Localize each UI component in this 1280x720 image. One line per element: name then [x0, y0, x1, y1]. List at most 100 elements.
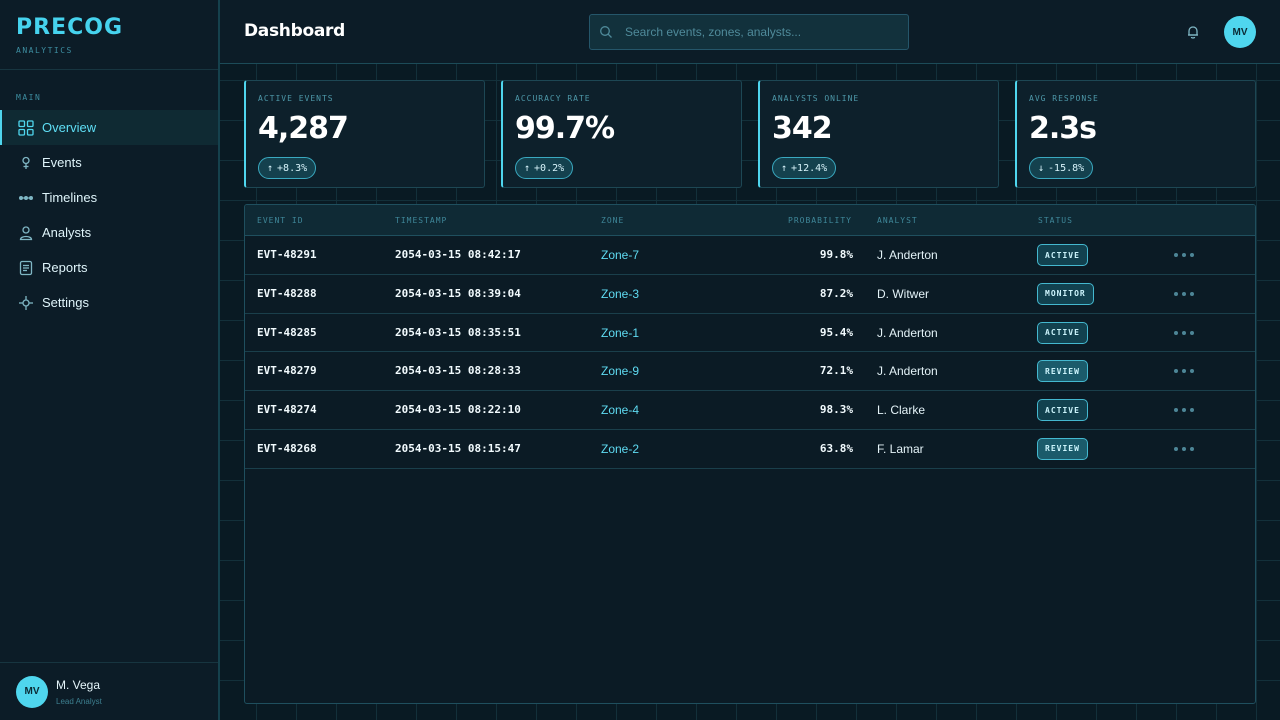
event-id: EVT-48288 [257, 286, 317, 300]
arrow-up-icon: ↑ [781, 162, 788, 174]
stat-card-active-events: ACTIVE EVENTS 4,287 ↑ +8.3% [244, 80, 485, 188]
table-header: EVENT ID TIMESTAMP ZONE PROBABILITY ANAL… [245, 205, 1255, 236]
sidebar-nav: Overview Events Timelines Analysts Repor… [0, 110, 218, 320]
event-analyst: J. Anderton [877, 248, 938, 262]
status-badge: ACTIVE [1037, 244, 1088, 266]
event-zone[interactable]: Zone-9 [601, 364, 640, 379]
arrow-up-icon: ↑ [524, 162, 531, 174]
event-analyst: L. Clarke [877, 403, 926, 418]
sidebar-item-label: Reports [42, 260, 88, 275]
event-id: EVT-48268 [257, 441, 317, 455]
event-analyst: D. Witwer [877, 286, 929, 301]
event-zone[interactable]: Zone-2 [601, 441, 640, 456]
status-badge: ACTIVE [1037, 399, 1088, 422]
status-badge: REVIEW [1037, 360, 1088, 383]
event-zone[interactable]: Zone-3 [601, 286, 640, 301]
table-row[interactable]: EVT-48279 2054-03-15 08:28:33 Zone-9 72.… [245, 352, 1255, 392]
table-row[interactable]: EVT-48291 2054-03-15 08:42:17 Zone-7 99.… [245, 236, 1255, 275]
column-header-zone[interactable]: ZONE [601, 216, 625, 225]
stat-card-accuracy-rate: ACCURACY RATE 99.7% ↑ +0.2% [501, 80, 742, 188]
stat-delta-badge: ↑ +0.2% [515, 157, 574, 179]
nav-section-label: MAIN [16, 93, 42, 102]
table-row[interactable]: EVT-48274 2054-03-15 08:22:10 Zone-4 98.… [245, 391, 1255, 430]
search-input[interactable] [625, 25, 895, 39]
user-name: M. Vega [56, 677, 101, 692]
user-profile[interactable]: MV M. Vega Lead Analyst [0, 662, 218, 720]
stat-label: AVG RESPONSE [1029, 94, 1099, 103]
table-row[interactable]: EVT-48285 2054-03-15 08:35:51 Zone-1 95.… [245, 314, 1255, 353]
search-icon [599, 25, 613, 39]
stat-value: 342 [772, 111, 833, 146]
table-row[interactable]: EVT-48268 2054-03-15 08:15:47 Zone-2 63.… [245, 430, 1255, 469]
event-id: EVT-48291 [257, 248, 317, 261]
brand-logo[interactable]: PRECOG [16, 15, 123, 40]
stat-value: 4,287 [258, 111, 349, 146]
stat-value: 2.3s [1029, 111, 1097, 146]
event-timestamp: 2054-03-15 08:22:10 [395, 403, 521, 417]
more-options-icon[interactable] [1174, 326, 1194, 340]
column-header-analyst[interactable]: ANALYST [877, 216, 918, 225]
event-probability: 63.8% [819, 441, 853, 455]
events-table: EVENT ID TIMESTAMP ZONE PROBABILITY ANAL… [244, 204, 1256, 704]
header-avatar[interactable]: MV [1224, 16, 1256, 48]
search-box[interactable] [589, 14, 909, 50]
event-timestamp: 2054-03-15 08:42:17 [395, 248, 521, 261]
stat-label: ACCURACY RATE [515, 94, 591, 103]
page-title: Dashboard [244, 21, 345, 41]
event-analyst: J. Anderton [877, 364, 938, 379]
event-zone[interactable]: Zone-7 [601, 248, 640, 262]
sidebar-item-events[interactable]: Events [0, 145, 218, 180]
event-timestamp: 2054-03-15 08:39:04 [395, 286, 521, 300]
stat-delta-badge: ↓ -15.8% [1029, 157, 1094, 179]
status-badge: MONITOR [1037, 282, 1094, 305]
sidebar-item-label: Overview [42, 120, 97, 135]
stat-card-analysts-online: ANALYSTS ONLINE 342 ↑ +12.4% [758, 80, 999, 188]
more-options-icon[interactable] [1174, 364, 1194, 378]
event-probability: 72.1% [819, 364, 853, 378]
grid-icon [18, 119, 34, 136]
more-options-icon[interactable] [1174, 442, 1194, 456]
user-icon [18, 225, 34, 241]
event-zone[interactable]: Zone-1 [601, 325, 640, 340]
top-bar: Dashboard MV [220, 0, 1280, 64]
more-options-icon[interactable] [1174, 248, 1194, 262]
stat-value: 99.7% [515, 111, 615, 146]
main-content: ACTIVE EVENTS 4,287 ↑ +8.3% ACCURACY RAT… [220, 64, 1280, 720]
stat-delta-badge: ↑ +8.3% [258, 157, 317, 179]
event-probability: 98.3% [819, 403, 853, 417]
crosshair-icon [18, 295, 34, 311]
event-probability: 95.4% [819, 325, 853, 339]
sidebar-item-timelines[interactable]: Timelines [0, 180, 218, 215]
sidebar-item-overview[interactable]: Overview [0, 110, 218, 145]
status-badge: REVIEW [1037, 437, 1088, 460]
stat-delta: +0.2% [534, 162, 565, 174]
stat-delta: -15.8% [1048, 162, 1085, 174]
timeline-icon [18, 190, 34, 206]
stat-delta: +12.4% [791, 162, 828, 174]
event-analyst: J. Anderton [877, 325, 938, 340]
event-zone[interactable]: Zone-4 [601, 403, 640, 418]
sidebar-item-reports[interactable]: Reports [0, 250, 218, 285]
event-id: EVT-48279 [257, 364, 317, 378]
sidebar-item-analysts[interactable]: Analysts [0, 215, 218, 250]
column-header-status[interactable]: STATUS [1038, 216, 1073, 225]
more-options-icon[interactable] [1174, 403, 1194, 417]
event-timestamp: 2054-03-15 08:28:33 [395, 364, 521, 378]
bell-icon[interactable] [1185, 24, 1201, 40]
sidebar-item-settings[interactable]: Settings [0, 285, 218, 320]
column-header-timestamp[interactable]: TIMESTAMP [395, 216, 448, 225]
stat-delta-badge: ↑ +12.4% [772, 157, 837, 179]
pin-icon [18, 155, 34, 171]
arrow-up-icon: ↑ [267, 162, 274, 174]
brand-subtitle: ANALYTICS [16, 46, 73, 55]
status-badge: ACTIVE [1037, 321, 1088, 344]
sidebar-item-label: Timelines [42, 190, 98, 205]
column-header-probability[interactable]: PROBABILITY [788, 216, 852, 225]
brand: PRECOG ANALYTICS [0, 0, 218, 70]
column-header-event-id[interactable]: EVENT ID [257, 216, 304, 225]
event-id: EVT-48274 [257, 403, 317, 417]
stat-label: ACTIVE EVENTS [258, 94, 334, 103]
user-role: Lead Analyst [56, 696, 102, 706]
table-row[interactable]: EVT-48288 2054-03-15 08:39:04 Zone-3 87.… [245, 275, 1255, 314]
more-options-icon[interactable] [1174, 287, 1194, 301]
